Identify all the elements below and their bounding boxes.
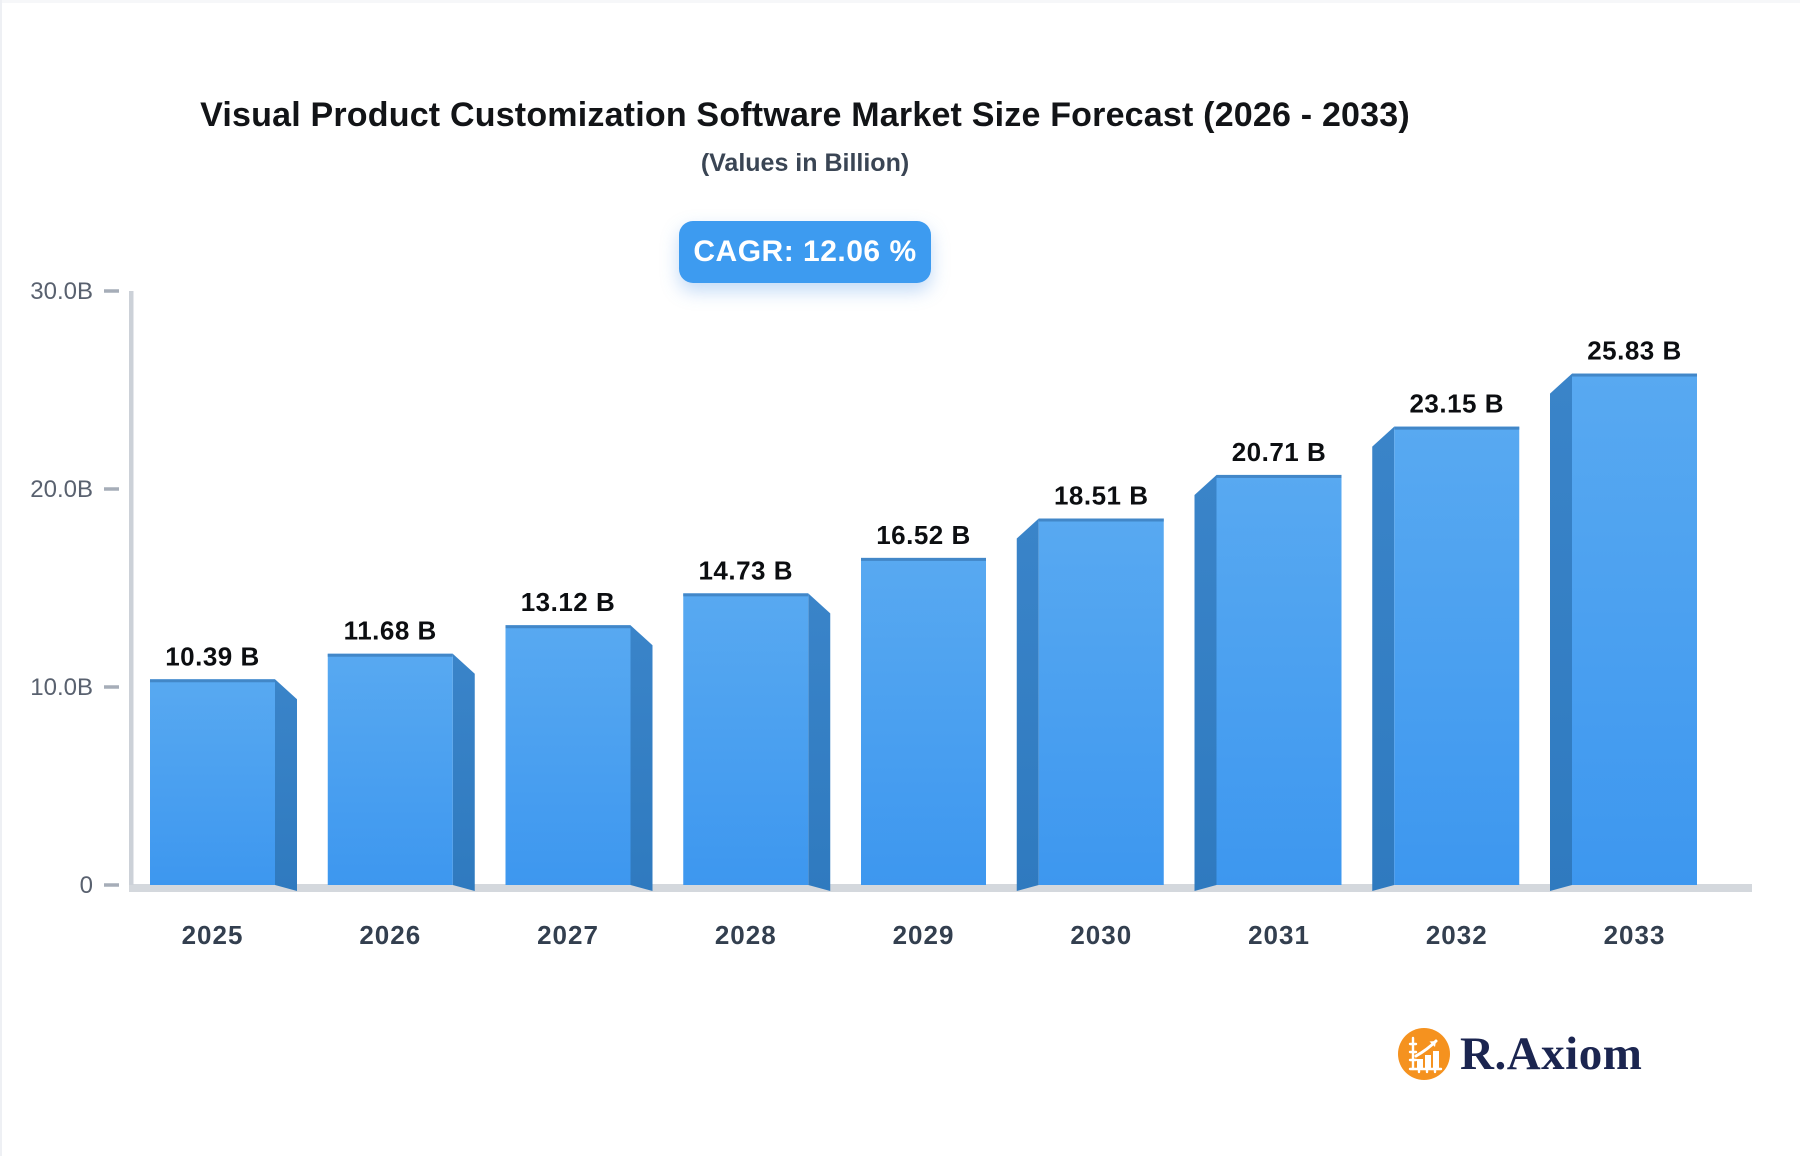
bar-value-label: 25.83 B bbox=[1587, 336, 1682, 366]
bar-top-edge-2025 bbox=[150, 679, 275, 683]
bar-top-edge-2030 bbox=[1038, 518, 1164, 522]
y-tick-mark bbox=[104, 685, 119, 689]
brand-name: R.Axiom bbox=[1460, 1028, 1643, 1080]
x-axis-label: 2027 bbox=[537, 920, 599, 950]
y-tick-mark bbox=[104, 883, 119, 887]
bar-top-edge-2029 bbox=[861, 557, 986, 561]
bar-value-label: 18.51 B bbox=[1054, 481, 1149, 511]
bar-side-2031 bbox=[1194, 474, 1217, 891]
y-tick-label: 10.0B bbox=[30, 674, 93, 701]
bar-value-label: 10.39 B bbox=[165, 641, 260, 671]
bar-side-2025 bbox=[275, 679, 297, 891]
x-axis-label: 2026 bbox=[359, 920, 421, 950]
bar-value-label: 23.15 B bbox=[1409, 389, 1504, 419]
bar-top-edge-2033 bbox=[1572, 373, 1697, 377]
bar-value-label: 11.68 B bbox=[344, 616, 437, 646]
bar-2027 bbox=[505, 625, 631, 885]
bar-side-2032 bbox=[1372, 426, 1395, 891]
bar-side-2028 bbox=[808, 593, 831, 891]
x-axis-label: 2025 bbox=[182, 920, 244, 950]
bar-side-2033 bbox=[1550, 373, 1572, 891]
y-tick-label: 20.0B bbox=[30, 476, 93, 503]
cagr-badge: CAGR: 12.06 % bbox=[679, 221, 931, 283]
y-tick-mark bbox=[104, 487, 119, 491]
bar-2026 bbox=[327, 653, 453, 885]
bar-top-edge-2027 bbox=[505, 625, 631, 629]
page-top-border bbox=[0, 0, 1800, 3]
bar-2033 bbox=[1572, 373, 1697, 885]
bar-2029 bbox=[861, 557, 986, 885]
bar-2032 bbox=[1394, 426, 1520, 885]
chart-subtitle: (Values in Billion) bbox=[700, 149, 910, 177]
chart-title: Visual Product Customization Software Ma… bbox=[200, 96, 1410, 134]
x-axis-label: 2029 bbox=[893, 920, 955, 950]
bar-side-2026 bbox=[452, 653, 475, 891]
bar-value-label: 16.52 B bbox=[876, 520, 971, 550]
y-tick-label: 0 bbox=[80, 872, 93, 899]
bar-value-label: 20.71 B bbox=[1232, 437, 1327, 467]
x-axis-label: 2031 bbox=[1248, 920, 1310, 950]
y-axis-line bbox=[129, 291, 134, 885]
y-tick-mark bbox=[104, 289, 119, 293]
bar-chart-growth-icon bbox=[1398, 1028, 1450, 1080]
x-axis-label: 2032 bbox=[1426, 920, 1488, 950]
x-axis-line bbox=[129, 884, 1752, 892]
bar-side-2027 bbox=[630, 625, 653, 891]
page-left-border bbox=[0, 0, 2, 1156]
bar-top-edge-2026 bbox=[327, 653, 453, 657]
bar-2031 bbox=[1216, 474, 1342, 885]
bar-top-edge-2028 bbox=[683, 593, 809, 597]
chart-header: Visual Product Customization Software Ma… bbox=[0, 96, 1610, 178]
bar-value-label: 14.73 B bbox=[698, 555, 793, 585]
y-tick-label: 30.0B bbox=[30, 278, 93, 305]
x-axis-label: 2033 bbox=[1604, 920, 1666, 950]
bar-side-2030 bbox=[1016, 518, 1039, 891]
bar-2028 bbox=[683, 593, 809, 885]
x-axis-label: 2030 bbox=[1070, 920, 1132, 950]
bar-2030 bbox=[1038, 518, 1164, 885]
bar-value-label: 13.12 B bbox=[521, 587, 616, 617]
brand-logo: R.Axiom bbox=[1396, 1026, 1642, 1082]
bar-top-edge-2032 bbox=[1394, 426, 1520, 430]
bar-top-edge-2031 bbox=[1216, 474, 1342, 478]
x-axis-label: 2028 bbox=[715, 920, 777, 950]
bar-2025 bbox=[150, 679, 275, 885]
